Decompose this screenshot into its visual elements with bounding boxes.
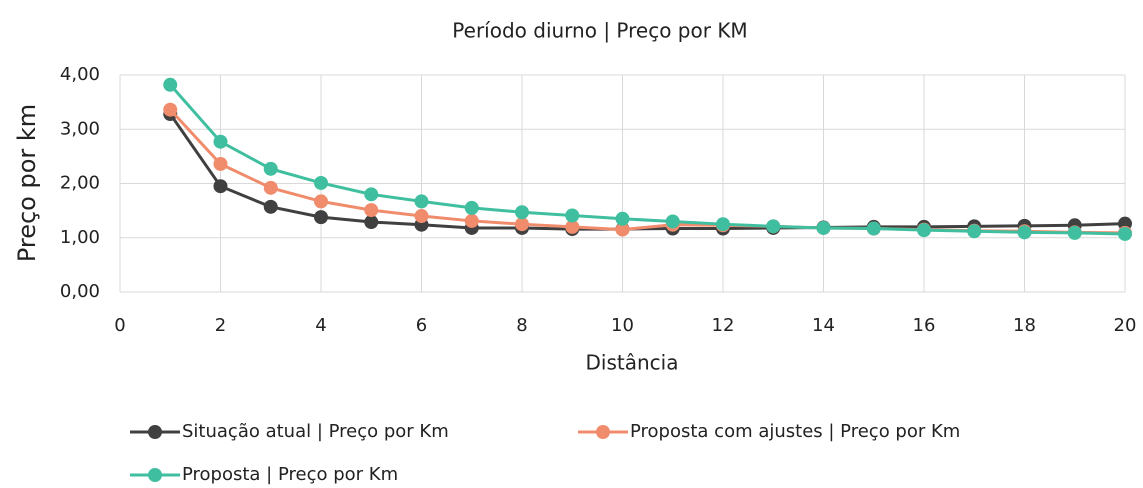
- data-point: [565, 219, 580, 234]
- data-point: [213, 179, 228, 194]
- x-tick-label: 18: [1013, 315, 1036, 336]
- data-point: [565, 208, 580, 223]
- series-line: [169, 83, 1126, 236]
- data-point: [1017, 225, 1032, 240]
- y-tick-label: 4,00: [60, 64, 100, 85]
- x-tick-label: 6: [416, 315, 427, 336]
- y-tick-label: 2,00: [60, 173, 100, 194]
- data-point: [464, 200, 479, 215]
- x-tick-label: 4: [315, 315, 326, 336]
- data-point: [163, 102, 178, 117]
- data-point: [314, 194, 328, 209]
- data-point: [163, 77, 178, 92]
- data-point: [1067, 225, 1082, 240]
- x-tick-label: 2: [215, 315, 226, 336]
- legend-label: Situação atual | Preço por Km: [182, 421, 449, 442]
- legend-label: Proposta com ajustes | Preço por Km: [630, 421, 960, 442]
- y-axis-label: Preço por km: [13, 104, 41, 262]
- data-point: [766, 219, 781, 234]
- x-axis-label: Distância: [586, 351, 679, 375]
- data-point: [515, 205, 529, 220]
- y-tick-label: 1,00: [60, 227, 100, 248]
- data-point: [1118, 226, 1132, 241]
- x-tick-label: 8: [516, 315, 527, 336]
- x-tick-label: 14: [812, 315, 835, 336]
- x-tick-label: 12: [712, 315, 735, 336]
- data-point: [464, 213, 479, 228]
- data-point: [515, 217, 529, 232]
- data-point: [615, 211, 630, 226]
- data-point: [364, 215, 379, 230]
- data-point: [263, 180, 278, 195]
- data-point: [967, 224, 982, 239]
- data-point: [263, 161, 278, 176]
- data-point: [866, 221, 881, 236]
- data-point: [716, 217, 730, 232]
- data-point: [314, 175, 328, 190]
- x-tick-label: 16: [913, 315, 936, 336]
- legend-marker: [148, 425, 162, 439]
- data-point: [414, 209, 429, 224]
- chart-title: Período diurno | Preço por KM: [452, 19, 747, 43]
- legend-marker: [148, 468, 162, 482]
- legend-marker: [596, 425, 610, 439]
- series-line: [169, 113, 1126, 231]
- x-tick-label: 10: [611, 315, 634, 336]
- data-point: [615, 222, 630, 237]
- y-tick-label: 3,00: [60, 118, 100, 139]
- x-tick-label: 20: [1114, 315, 1137, 336]
- y-tick-label: 0,00: [60, 281, 100, 302]
- data-point: [917, 223, 931, 238]
- data-point: [213, 156, 228, 171]
- data-point: [314, 210, 328, 225]
- data-point: [816, 220, 831, 235]
- data-point: [213, 134, 228, 149]
- data-point: [665, 214, 680, 229]
- x-tick-label: 0: [114, 315, 125, 336]
- data-point: [364, 203, 379, 218]
- data-point: [364, 187, 379, 202]
- data-point: [414, 194, 429, 209]
- legend-label: Proposta | Preço por Km: [182, 464, 398, 485]
- data-point: [263, 199, 278, 214]
